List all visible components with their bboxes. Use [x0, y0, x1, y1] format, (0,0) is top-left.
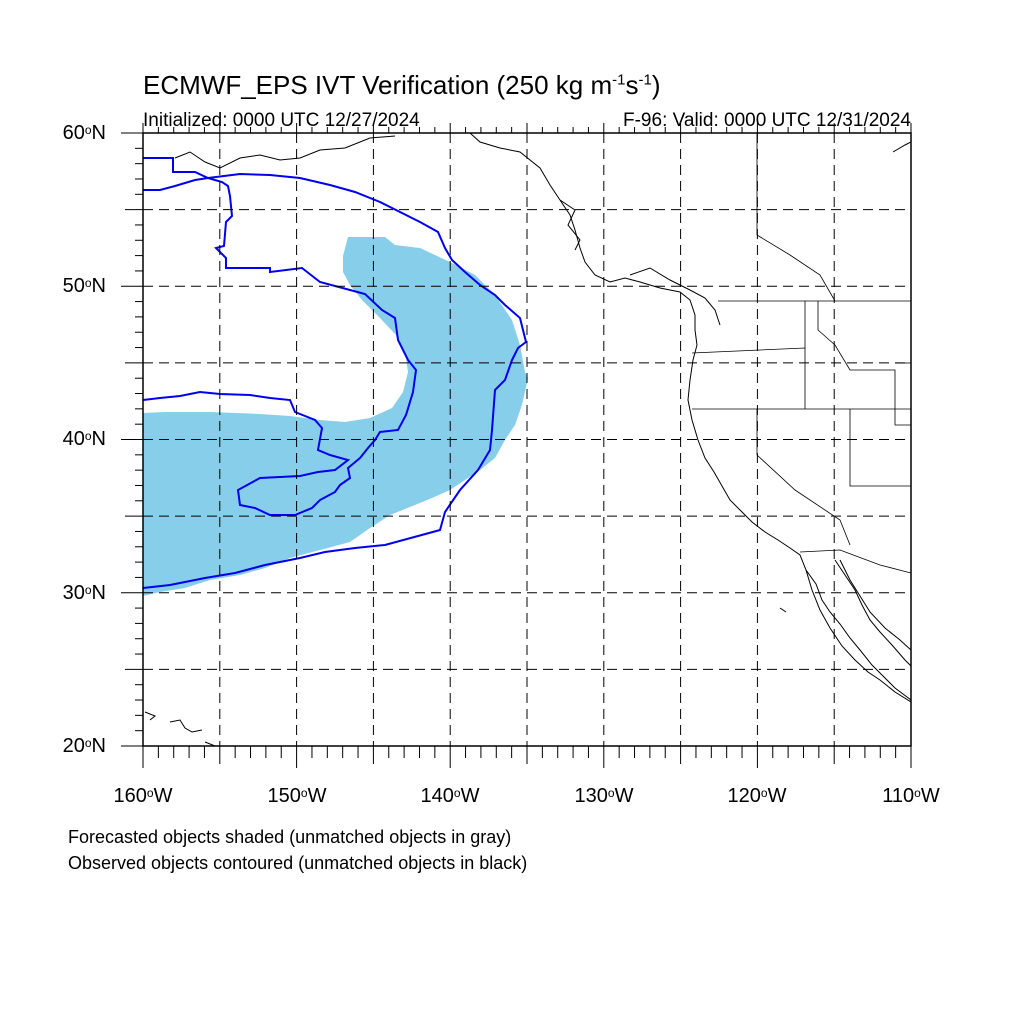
legend-forecast-note: Forecasted objects shaded (unmatched obj… — [68, 827, 512, 847]
initialized-time: Initialized: 0000 UTC 12/27/2024 — [143, 110, 420, 131]
coastlines — [144, 133, 911, 746]
lon-label-130: 130oW — [574, 785, 634, 807]
state-boundaries — [691, 133, 911, 574]
lon-label-160: 160oW — [113, 785, 173, 807]
forecast-ivt-object — [143, 237, 528, 596]
valid-time: F-96: Valid: 0000 UTC 12/31/2024 — [623, 110, 911, 131]
map-title: ECMWF_EPS IVT Verification (250 kg m-1s-… — [143, 70, 661, 100]
observed-ivt-contour — [143, 157, 528, 589]
lon-label-150: 150oW — [267, 785, 327, 807]
axis-ticks — [121, 123, 912, 768]
lat-label-30: 30oN — [62, 582, 106, 604]
lat-label-60: 60oN — [62, 122, 106, 144]
lat-label-40: 40oN — [62, 428, 106, 450]
lat-label-20: 20oN — [62, 735, 106, 757]
lon-label-140: 140oW — [420, 785, 480, 807]
legend-observed-note: Observed objects contoured (unmatched ob… — [68, 853, 528, 873]
grid-lines — [143, 133, 911, 746]
lon-label-110: 110oW — [882, 785, 940, 807]
lat-label-50: 50oN — [62, 275, 106, 297]
lon-label-120: 120oW — [727, 785, 787, 807]
